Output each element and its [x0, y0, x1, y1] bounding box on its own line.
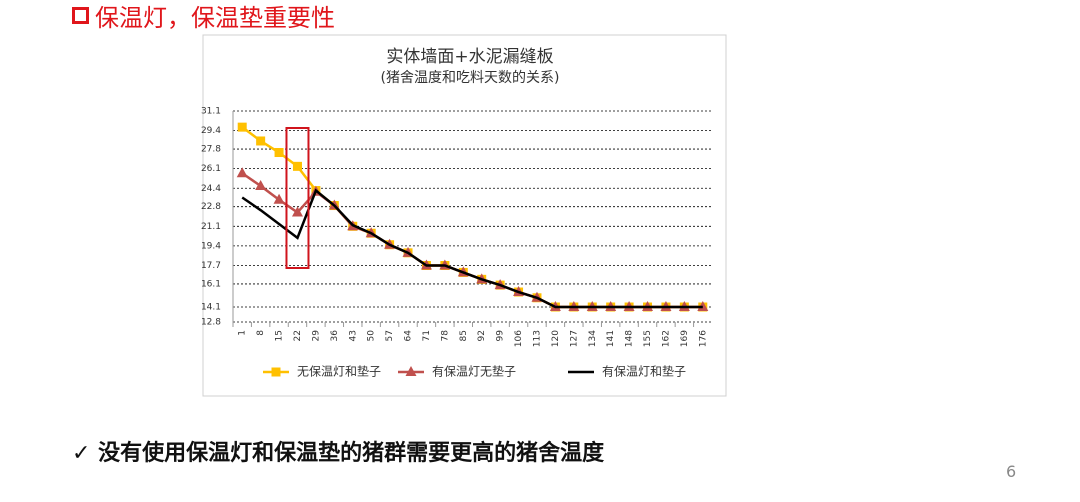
y-tick-label: 26.1 — [201, 164, 221, 174]
x-tick-label: 64 — [404, 330, 414, 342]
legend-label: 无保温灯和垫子 — [297, 364, 381, 379]
heading-icon — [72, 7, 89, 24]
y-tick-label: 14.1 — [201, 303, 221, 313]
point-marker — [237, 122, 247, 132]
point-marker — [274, 148, 284, 158]
x-tick-label: 78 — [440, 330, 450, 342]
legend-marker — [271, 367, 281, 377]
point-marker — [236, 167, 248, 178]
y-tick-label: 31.1 — [201, 107, 221, 117]
x-tick-label: 134 — [588, 330, 598, 347]
x-tick-label: 1 — [238, 330, 248, 336]
series-line — [241, 188, 703, 309]
x-tick-label: 36 — [330, 330, 340, 342]
x-tick-label: 106 — [514, 330, 524, 347]
y-tick-label: 24.4 — [201, 184, 221, 194]
x-tick-label: 57 — [385, 330, 395, 341]
x-tick-label: 85 — [459, 330, 469, 341]
heading-text: 保温灯，保温垫重要性 — [95, 4, 335, 32]
conclusion: ✓ 没有使用保温灯和保温垫的猪群需要更高的猪舍温度 — [72, 441, 605, 466]
x-tick-label: 127 — [569, 330, 579, 347]
x-tick-label: 148 — [625, 330, 635, 347]
x-tick-label: 71 — [422, 330, 432, 341]
x-tick-label: 169 — [680, 330, 690, 347]
legend-label: 有保温灯和垫子 — [602, 364, 686, 379]
x-tick-label: 113 — [532, 330, 542, 347]
point-marker — [256, 136, 266, 146]
x-tick-label: 15 — [275, 330, 285, 341]
y-tick-label: 17.7 — [201, 261, 221, 271]
x-tick-label: 99 — [496, 330, 506, 342]
x-tick-label: 92 — [477, 330, 487, 341]
x-tick-label: 120 — [551, 330, 561, 347]
chart-subtitle: (猪舍温度和吃料天数的关系) — [381, 70, 560, 86]
x-tick-label: 8 — [256, 330, 266, 336]
y-tick-label: 16.1 — [201, 279, 221, 289]
point-marker — [292, 161, 302, 171]
highlight-box — [285, 127, 310, 269]
y-tick-label: 22.8 — [201, 202, 221, 212]
x-tick-label: 176 — [698, 330, 708, 347]
y-tick-label: 21.1 — [201, 222, 221, 232]
y-tick-label: 27.8 — [201, 145, 221, 155]
legend-label: 有保温灯无垫子 — [432, 364, 516, 379]
chart-frame — [202, 34, 727, 397]
point-marker — [273, 193, 285, 204]
x-tick-label: 29 — [311, 330, 321, 342]
x-tick-label: 162 — [661, 330, 671, 347]
heading: 保温灯，保温垫重要性 — [72, 0, 335, 33]
chart-title: 实体墙面+水泥漏缝板 — [386, 47, 553, 67]
x-tick-label: 50 — [367, 330, 377, 342]
y-tick-label: 12.8 — [201, 318, 221, 328]
legend-marker — [405, 366, 417, 376]
x-tick-label: 141 — [606, 330, 616, 347]
y-tick-label: 29.4 — [201, 126, 221, 136]
point-marker — [291, 206, 303, 217]
x-tick-label: 43 — [348, 330, 358, 341]
x-tick-label: 22 — [293, 330, 303, 341]
page-number: 6 — [1006, 462, 1017, 481]
point-marker — [255, 179, 267, 190]
x-tick-label: 155 — [643, 330, 653, 347]
y-tick-label: 19.4 — [201, 241, 221, 251]
